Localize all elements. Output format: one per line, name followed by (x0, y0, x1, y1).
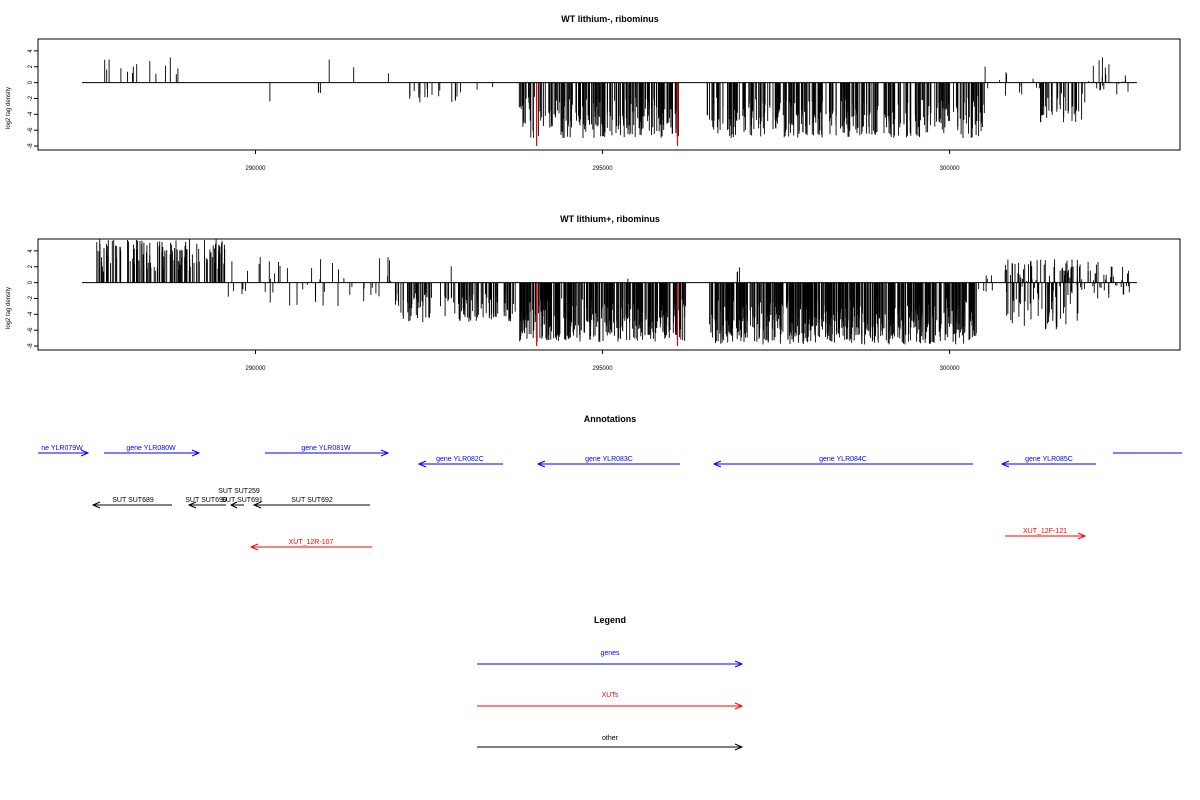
x-tick-label: 295000 (593, 366, 614, 372)
sut-feature: SUT SUT690 (185, 497, 227, 509)
gene-feature: gene YLR084C (712, 456, 973, 468)
sut-feature: SUT SUT259 (218, 488, 260, 509)
arrowhead-left-icon (712, 460, 722, 468)
x-tick-label: 300000 (940, 166, 961, 172)
annotations-track: Annotations ne YLR079W gene YLR080W gene… (38, 414, 1182, 551)
arrowhead-left-icon (417, 460, 427, 468)
sut-label: SUT SUT259 (218, 488, 260, 495)
xut-feature: XUT_12R-107 (249, 539, 372, 551)
legend-label: genes (600, 650, 620, 657)
y-tick-label: 4 (28, 249, 34, 253)
sut-feature: SUT SUT692 (252, 497, 370, 509)
arrowhead-left-icon (536, 460, 546, 468)
y-axis-label: log2 tag density (6, 287, 12, 329)
gene-label: gene YLR084C (819, 456, 867, 463)
legend: Legend genes XUTs other (477, 615, 744, 751)
arrowhead-left-icon (187, 501, 197, 509)
arrowhead-right-icon (734, 660, 744, 668)
gene-label: gene YLR083C (585, 456, 633, 463)
x-axis: 290000 295000 300000 (246, 149, 961, 172)
arrowhead-right-icon (191, 449, 201, 457)
y-tick-label: 4 (28, 49, 34, 53)
arrowhead-left-icon (249, 543, 259, 551)
y-tick-label: -2 (28, 95, 34, 101)
y-tick-label: 2 (28, 64, 34, 68)
legend-title: Legend (594, 615, 626, 625)
sut-label: SUT SUT690 (185, 497, 227, 504)
y-tick-label: 0 (28, 80, 34, 84)
gene-label: ne YLR079W (41, 445, 83, 452)
y-tick-label: -2 (28, 295, 34, 301)
legend-entry-xuts: XUTs (477, 692, 744, 710)
sut-label: SUT SUT692 (291, 497, 333, 504)
sut-feature: SUT SUT689 (91, 497, 172, 509)
arrowhead-left-icon (252, 501, 262, 509)
arrowhead-left-icon (229, 501, 238, 509)
x-tick-label: 295000 (593, 166, 614, 172)
gene-feature: gene YLR082C (417, 456, 503, 468)
track-panel-lithium-plus: WT lithium+, ribominus log2 tag density … (6, 214, 1181, 372)
y-tick-label: 2 (28, 264, 34, 268)
sut-label: SUT SUT691 (221, 497, 263, 504)
gene-feature: ne YLR079W (38, 445, 90, 457)
gene-feature: gene YLR081W (265, 445, 390, 457)
gene-feature: gene YLR083C (536, 456, 680, 468)
xut-label: XUT_12F-121 (1023, 528, 1067, 535)
legend-label: other (602, 735, 619, 742)
legend-entry-other: other (477, 735, 744, 751)
arrowhead-left-icon (1000, 460, 1010, 468)
x-tick-label: 300000 (940, 366, 961, 372)
arrowhead-right-icon (80, 449, 90, 457)
y-tick-label: -4 (28, 311, 34, 317)
x-tick-label: 290000 (246, 166, 267, 172)
panel-title: WT lithium-, ribominus (561, 14, 659, 24)
y-tick-label: -4 (28, 111, 34, 117)
y-tick-label: -6 (28, 327, 34, 333)
gene-label: gene YLR080W (126, 445, 176, 452)
y-axis: -8 -6 -4 -2 0 2 4 (28, 249, 39, 349)
y-tick-label: -6 (28, 127, 34, 133)
track-panel-lithium-minus: WT lithium-, ribominus log2 tag density … (6, 14, 1181, 172)
gene-feature: gene YLR080W (104, 445, 201, 457)
arrowhead-right-icon (380, 449, 390, 457)
gene-label: gene YLR081W (301, 445, 351, 452)
plot-frame (37, 38, 1181, 151)
xut-feature: XUT_12F-121 (1005, 528, 1087, 540)
y-tick-label: -8 (28, 143, 34, 149)
gene-label: gene YLR085C (1025, 456, 1073, 463)
gene-label: gene YLR082C (436, 456, 484, 463)
x-axis: 290000 295000 300000 (246, 349, 961, 372)
panel-title: WT lithium+, ribominus (560, 214, 660, 224)
sut-feature: SUT SUT691 (221, 497, 263, 504)
y-axis-label: log2 tag density (6, 87, 12, 129)
gene-feature: gene YLR085C (1000, 456, 1096, 468)
arrowhead-right-icon (734, 702, 744, 710)
arrowhead-right-icon (734, 743, 744, 751)
sut-label: SUT SUT689 (112, 497, 154, 504)
y-tick-label: -8 (28, 343, 34, 349)
legend-entry-genes: genes (477, 650, 744, 668)
arrowhead-right-icon (1077, 532, 1087, 540)
legend-label: XUTs (602, 692, 619, 699)
bar-group (82, 239, 1137, 347)
y-tick-label: 0 (28, 280, 34, 284)
xut-label: XUT_12R-107 (289, 539, 334, 546)
bar-group (82, 57, 1137, 147)
x-tick-label: 290000 (246, 366, 267, 372)
y-axis: -8 -6 -4 -2 0 2 4 (28, 49, 39, 149)
annotations-title: Annotations (584, 414, 637, 424)
arrowhead-left-icon (91, 501, 101, 509)
